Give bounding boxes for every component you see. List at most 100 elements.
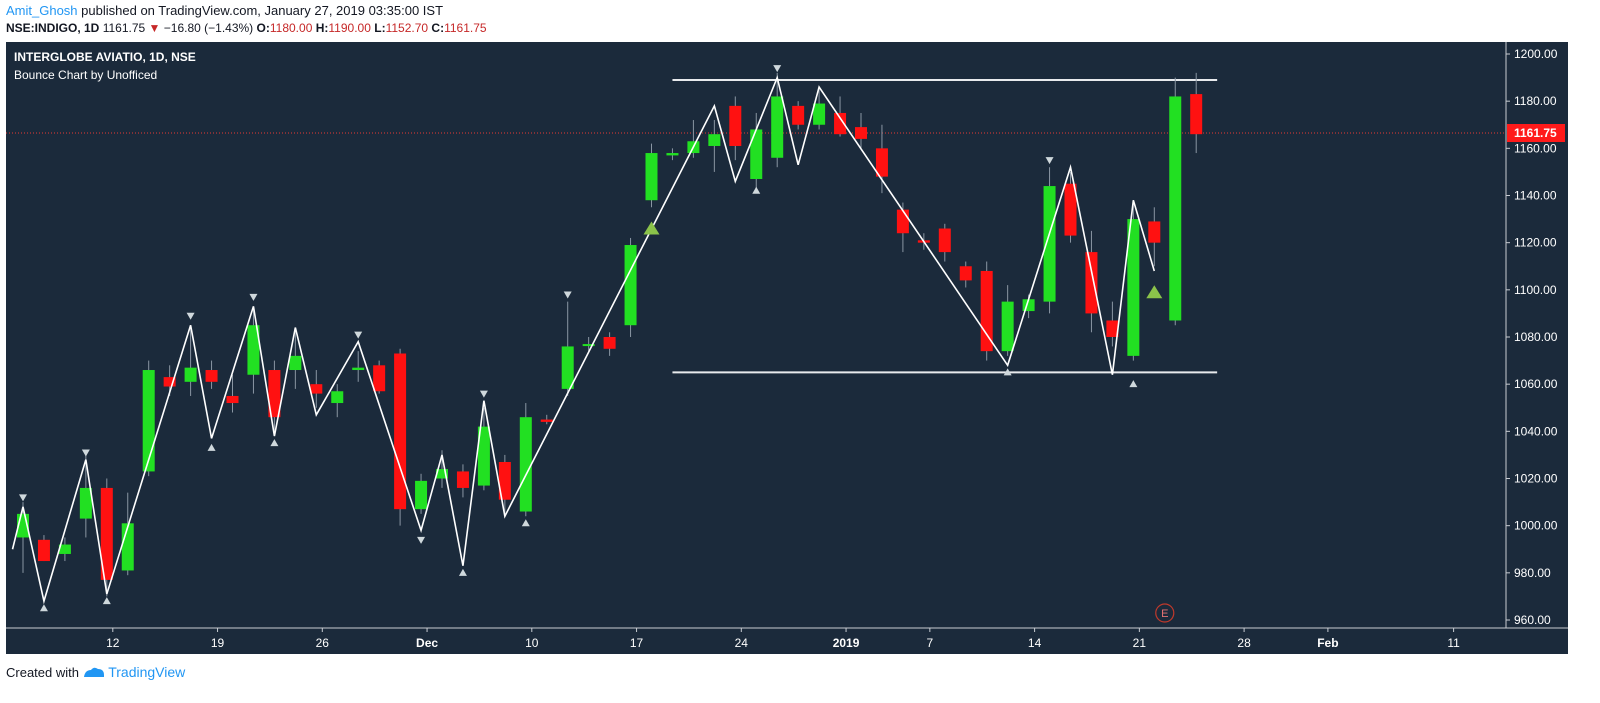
low-label: L: bbox=[374, 21, 386, 35]
x-tick-label: 7 bbox=[927, 636, 934, 650]
candle-up bbox=[771, 96, 784, 158]
candle-down bbox=[37, 539, 50, 562]
y-tick-label: 1020.00 bbox=[1514, 472, 1558, 486]
pivot-high-marker bbox=[563, 291, 572, 299]
x-tick-label: 26 bbox=[316, 636, 330, 650]
footer: Created with TradingView bbox=[6, 664, 185, 680]
y-tick-label: 1180.00 bbox=[1514, 94, 1557, 108]
pivot-high-marker bbox=[354, 331, 363, 339]
pivot-low-marker bbox=[1129, 380, 1138, 388]
pivot-low-marker bbox=[207, 443, 216, 451]
candle-up bbox=[582, 344, 595, 347]
candle-up bbox=[666, 153, 679, 156]
candle-up bbox=[561, 346, 574, 389]
y-tick-label: 1140.00 bbox=[1514, 189, 1557, 203]
tradingview-logo-icon bbox=[83, 667, 104, 677]
x-tick-label: 28 bbox=[1237, 636, 1251, 650]
x-tick-label: 24 bbox=[735, 636, 749, 650]
x-tick-label: 12 bbox=[106, 636, 120, 650]
bounce-signal-marker bbox=[1146, 285, 1163, 299]
candle-down bbox=[603, 337, 616, 349]
x-tick-label: 2019 bbox=[833, 636, 860, 650]
candle-up bbox=[624, 245, 637, 326]
candle-down bbox=[100, 487, 113, 580]
close-value: 1161.75 bbox=[444, 21, 487, 35]
candle-down bbox=[373, 365, 386, 392]
candle-down bbox=[394, 353, 407, 510]
candle-up bbox=[1022, 299, 1035, 312]
symbol-label: NSE:INDIGO, 1D bbox=[6, 21, 100, 35]
ohlc-bar: NSE:INDIGO, 1D 1161.75 ▼ −16.80 (−1.43%)… bbox=[6, 21, 487, 35]
tradingview-brand[interactable]: TradingView bbox=[108, 664, 186, 680]
candle-down bbox=[205, 370, 218, 382]
candle-down bbox=[226, 395, 239, 404]
candle-down bbox=[729, 105, 742, 146]
pivot-low-marker bbox=[752, 186, 761, 194]
candle-down bbox=[268, 370, 281, 418]
pivot-low-marker bbox=[102, 597, 111, 605]
legend-title: INTERGLOBE AVIATIO, 1D, NSE bbox=[14, 50, 196, 64]
pivot-high-marker bbox=[186, 312, 195, 320]
candle-down bbox=[1190, 94, 1203, 135]
candle-down bbox=[498, 461, 511, 500]
pivot-high-marker bbox=[479, 390, 488, 398]
open-value: 1180.00 bbox=[269, 21, 313, 35]
zigzag-line bbox=[11, 74, 1156, 605]
candle-down bbox=[896, 209, 909, 234]
candle-up bbox=[708, 134, 721, 146]
y-tick-label: 1080.00 bbox=[1514, 330, 1558, 344]
publish-info: Amit_Ghosh published on TradingView.com,… bbox=[6, 3, 443, 18]
pivot-high-marker bbox=[1045, 157, 1054, 165]
candle-down bbox=[1148, 221, 1161, 243]
change-arrow-icon: ▼ bbox=[148, 21, 161, 35]
x-tick-label: 21 bbox=[1133, 636, 1147, 650]
pivot-high-marker bbox=[81, 449, 90, 457]
y-tick-label: 1160.00 bbox=[1514, 141, 1557, 155]
event-marker-label: E bbox=[1161, 608, 1168, 620]
x-tick-label: 14 bbox=[1028, 636, 1042, 650]
pivot-low-marker bbox=[458, 568, 467, 576]
candle-up bbox=[519, 417, 532, 512]
y-tick-label: 1060.00 bbox=[1514, 377, 1558, 391]
candle-down bbox=[1064, 183, 1077, 236]
candle-down bbox=[1085, 252, 1098, 314]
candle-up bbox=[477, 426, 490, 486]
candle-down bbox=[163, 377, 176, 387]
pivot-high-marker bbox=[773, 65, 782, 73]
candle-up bbox=[331, 391, 344, 404]
candle-up bbox=[1127, 219, 1140, 356]
y-tick-label: 1040.00 bbox=[1514, 424, 1558, 438]
last-price-badge-label: 1161.75 bbox=[1514, 126, 1557, 140]
time-axis-background[interactable] bbox=[6, 628, 1568, 654]
author-link[interactable]: Amit_Ghosh bbox=[6, 3, 78, 18]
last-price: 1161.75 bbox=[102, 21, 146, 35]
close-label: C: bbox=[431, 21, 445, 35]
candle-up bbox=[750, 129, 763, 179]
open-label: O: bbox=[256, 21, 270, 35]
candle-up bbox=[58, 544, 71, 554]
change-value: −16.80 (−1.43%) bbox=[163, 21, 254, 35]
x-tick-label: 10 bbox=[525, 636, 539, 650]
candle-up bbox=[1043, 186, 1056, 302]
candle-up bbox=[184, 367, 197, 382]
pivot-high-marker bbox=[417, 536, 426, 544]
y-tick-label: 1200.00 bbox=[1514, 47, 1558, 61]
candle-down bbox=[959, 266, 972, 281]
candle-up bbox=[289, 355, 302, 371]
last-price-badge bbox=[1507, 124, 1565, 143]
candle-up bbox=[436, 469, 448, 479]
candle-down bbox=[310, 384, 323, 394]
y-tick-label: 980.00 bbox=[1514, 566, 1551, 580]
x-tick-label: 19 bbox=[211, 636, 225, 650]
pivot-high-marker bbox=[19, 494, 27, 502]
candle-down bbox=[980, 270, 993, 352]
y-tick-label: 1100.00 bbox=[1514, 283, 1557, 297]
candle-down bbox=[875, 148, 888, 177]
candle-down bbox=[855, 127, 867, 139]
candle-down bbox=[540, 419, 553, 422]
high-label: H: bbox=[315, 21, 329, 35]
candle-up bbox=[79, 487, 92, 519]
y-tick-label: 1000.00 bbox=[1514, 519, 1558, 533]
published-text: published on TradingView.com, January 27… bbox=[81, 3, 444, 18]
